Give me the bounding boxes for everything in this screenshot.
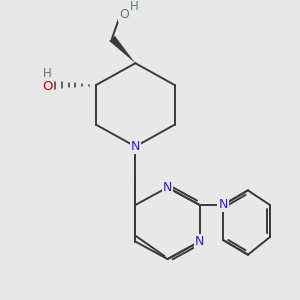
Text: N: N [131,140,140,153]
Text: N: N [195,235,204,248]
Text: O: O [42,80,53,93]
Text: N: N [218,199,228,212]
Text: H: H [130,0,138,13]
Text: H: H [43,67,52,80]
Polygon shape [109,36,135,63]
Text: O: O [119,8,129,22]
Text: N: N [163,181,172,194]
